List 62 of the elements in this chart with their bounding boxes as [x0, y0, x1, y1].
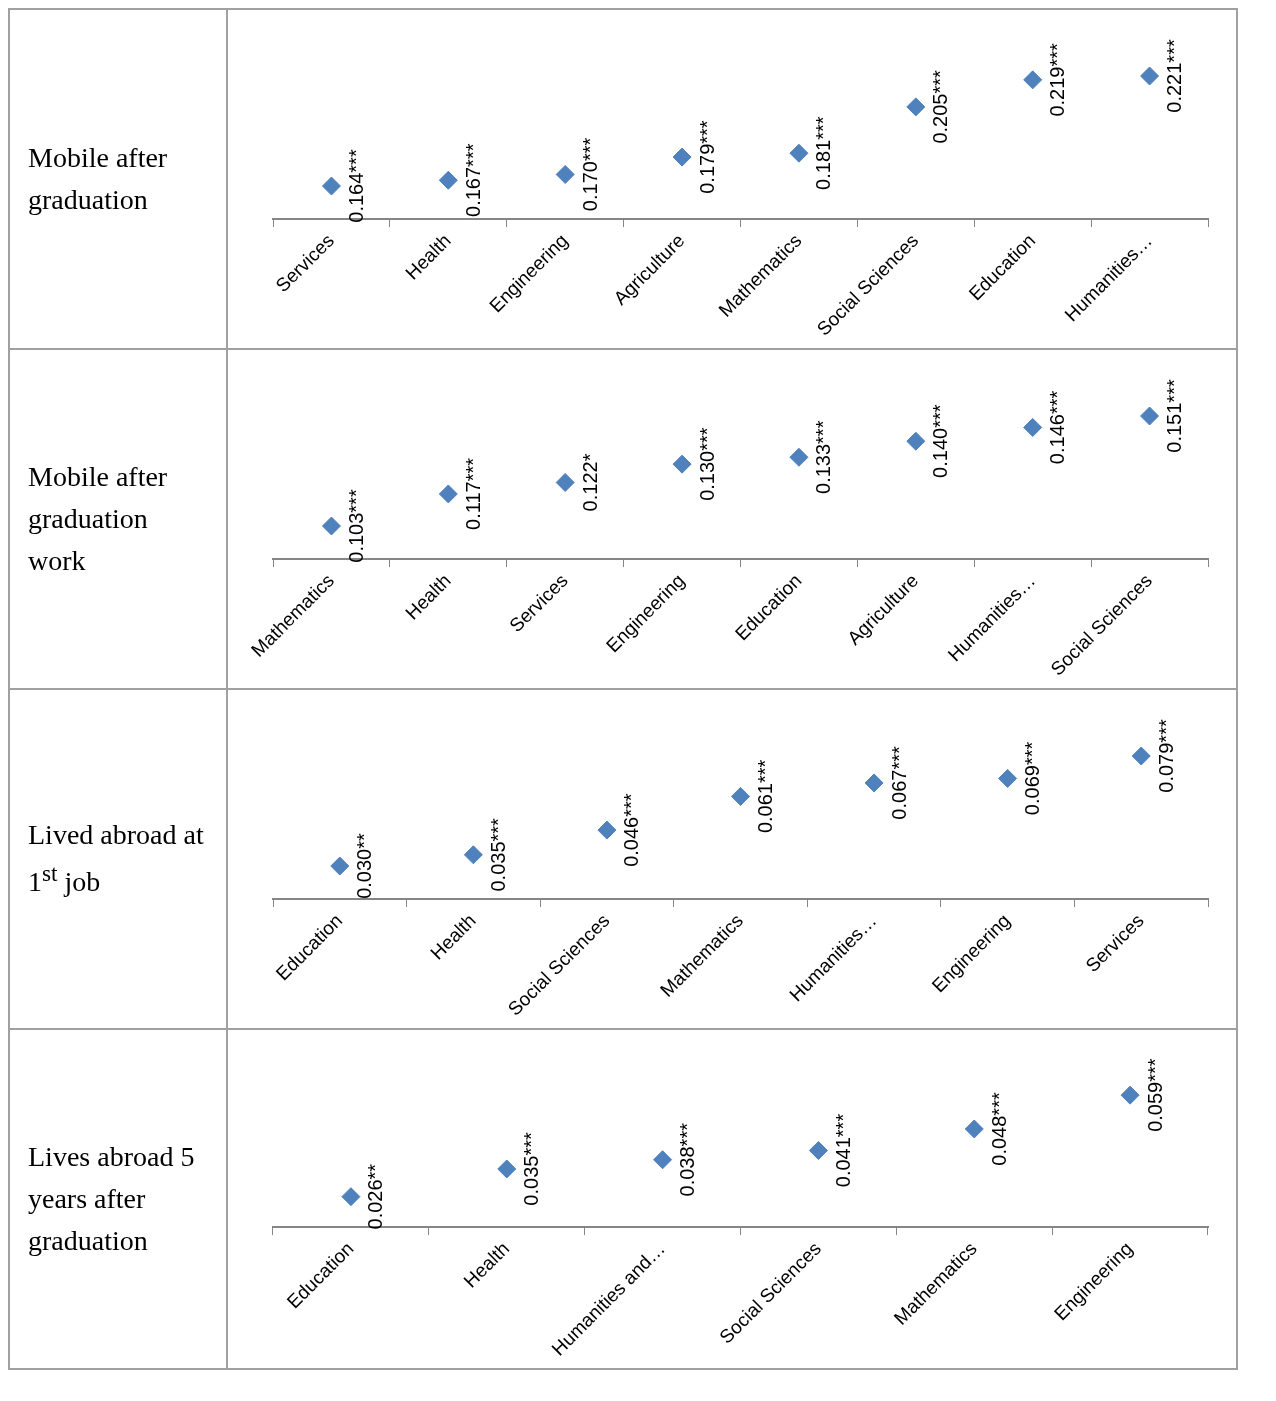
data-label: 0.151***	[1163, 379, 1186, 453]
point	[341, 1187, 361, 1207]
data-label: 0.041***	[831, 1113, 854, 1188]
point	[998, 768, 1018, 788]
data-label: 0.133***	[812, 420, 835, 494]
point	[1023, 70, 1043, 90]
text: Lived abroad at 1$^{st}$ job	[9, 689, 227, 1029]
data-label: 0.067***	[887, 746, 910, 820]
data-label: 0.221***	[1163, 39, 1186, 113]
point	[964, 1119, 984, 1139]
data-label: 0.079***	[1154, 719, 1177, 793]
data-label: 0.035***	[520, 1132, 543, 1206]
point	[321, 176, 341, 196]
data-label: 0.059***	[1143, 1058, 1166, 1132]
point	[597, 820, 617, 840]
data-label: 0.103***	[344, 489, 367, 563]
point	[653, 1150, 673, 1170]
point	[1131, 746, 1151, 766]
point	[438, 484, 458, 504]
point	[438, 170, 458, 190]
point	[1120, 1085, 1140, 1105]
data-label: 0.181***	[812, 116, 835, 190]
data-label: 0.026**	[364, 1163, 387, 1230]
data-label: 0.122*	[578, 453, 601, 512]
point	[1140, 66, 1160, 86]
point	[555, 472, 575, 492]
point	[789, 143, 809, 163]
data-label: 0.205***	[929, 69, 952, 144]
data-label: 0.164***	[344, 149, 367, 223]
point	[1140, 406, 1160, 426]
point	[330, 856, 350, 876]
point	[497, 1159, 517, 1179]
data-label: 0.170***	[578, 137, 601, 212]
text: Mobile after graduation	[9, 9, 227, 349]
data-label: 0.048***	[987, 1092, 1010, 1166]
data-label: 0.219***	[1046, 42, 1069, 117]
point	[463, 845, 483, 865]
point	[906, 97, 926, 117]
data-label: 0.061***	[754, 759, 777, 834]
data-label: 0.035***	[486, 817, 509, 892]
data-label: 0.069***	[1021, 741, 1044, 816]
point	[731, 786, 750, 806]
point	[789, 447, 809, 467]
point	[321, 516, 341, 536]
point	[864, 773, 884, 793]
point	[672, 147, 692, 167]
text: Lives abroad 5 years after graduation	[9, 1029, 227, 1369]
text: Mobile after graduation work	[9, 349, 227, 689]
data-label: 0.140***	[929, 404, 952, 478]
point	[555, 164, 575, 184]
data-label: 0.038***	[676, 1122, 699, 1197]
data-label: 0.146***	[1046, 390, 1069, 465]
point	[672, 454, 692, 474]
data-label: 0.030**	[353, 833, 376, 899]
point	[1023, 417, 1043, 437]
point	[906, 431, 926, 451]
data-label: 0.046***	[620, 793, 643, 867]
data-label: 0.167***	[461, 143, 484, 217]
point	[808, 1141, 828, 1161]
data-label: 0.117***	[461, 457, 484, 530]
data-label: 0.130***	[695, 427, 718, 501]
data-label: 0.179***	[695, 120, 718, 194]
